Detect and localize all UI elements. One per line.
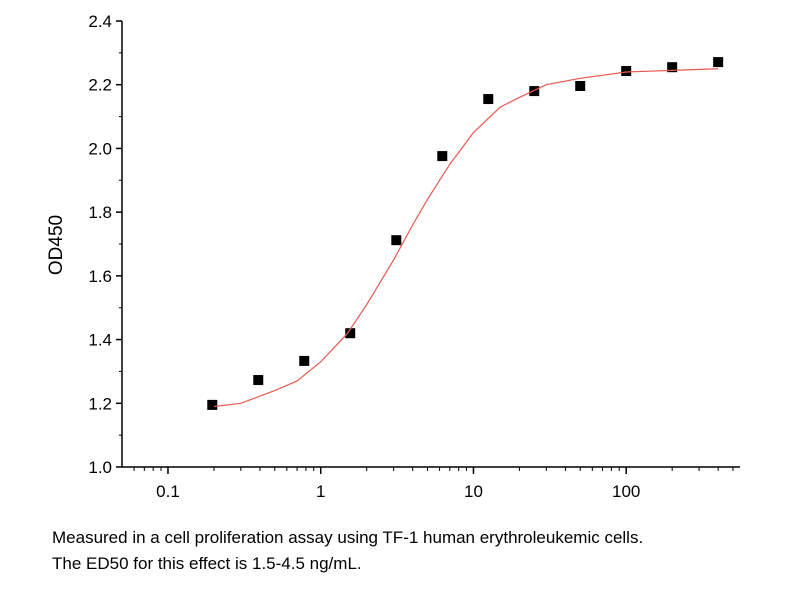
data-point [713,57,724,68]
caption-line: The ED50 for this effect is 1.5-4.5 ng/m… [52,554,362,573]
fit-curve [213,68,719,408]
data-point [345,328,356,339]
data-point [299,355,310,366]
data-point [391,235,402,246]
y-tick-label: 1.0 [88,458,112,477]
data-point [207,399,218,410]
data-point [483,94,494,105]
y-tick-label: 1.4 [88,331,112,350]
data-point [437,151,448,162]
y-tick-label: 2.0 [88,139,112,158]
y-tick-label: 1.6 [88,267,112,286]
y-tick-label: 1.2 [88,394,112,413]
y-tick-label: 2.4 [88,12,112,31]
x-tick-label: 0.1 [156,482,180,501]
y-tick-label: 2.2 [88,76,112,95]
data-point [621,66,632,77]
data-point [667,62,678,73]
caption-line: Measured in a cell proliferation assay u… [52,528,643,547]
x-tick-label: 100 [612,482,640,501]
x-tick-label: 10 [464,482,483,501]
y-axis-label: OD450 [46,215,67,275]
data-point [253,375,264,386]
y-tick-label: 1.8 [88,203,112,222]
data-point [575,80,586,91]
x-tick-label: 1 [316,482,325,501]
